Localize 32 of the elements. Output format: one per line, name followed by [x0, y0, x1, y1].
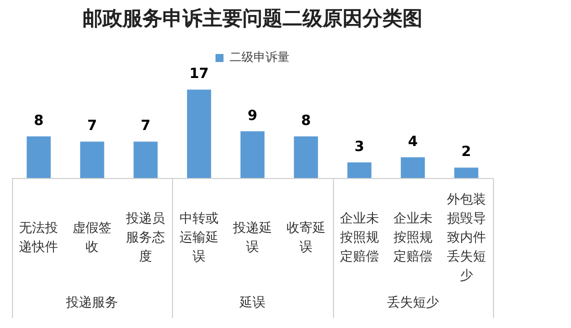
data-label: 7 — [87, 118, 98, 134]
data-label: 9 — [248, 108, 258, 124]
data-label: 17 — [189, 66, 209, 82]
bar — [400, 157, 425, 178]
x-tick-label: 外包装损毁导致内件丢失短少 — [446, 192, 486, 284]
bar — [80, 142, 104, 178]
bar — [347, 162, 372, 178]
x-tick-label: 收寄延误 — [286, 220, 326, 255]
data-label: 7 — [140, 118, 150, 134]
text: 延误 — [238, 295, 266, 310]
x-tick-label: 投递员服务态度 — [125, 211, 166, 264]
bar — [187, 90, 212, 178]
data-label: 8 — [301, 113, 311, 130]
data-label: 2 — [461, 144, 472, 160]
bar — [134, 142, 158, 178]
bar — [26, 136, 51, 178]
x-tick-label: 企业未按照规定赔偿 — [393, 211, 432, 264]
chart-title: 邮政服务申诉主要问题二级原因分类图 — [82, 6, 422, 30]
x-tick-label: 无法投递快件 — [19, 220, 58, 255]
x-tick-label: 虚假签收 — [72, 220, 112, 255]
text: 丢失短少 — [386, 295, 439, 310]
bar — [454, 168, 478, 178]
data-label: 8 — [34, 113, 44, 130]
bar — [294, 136, 318, 178]
x-tick-label: 投递延误 — [232, 220, 272, 255]
x-tick-label: 中转或运输延误 — [180, 211, 219, 264]
text: 投递服务 — [65, 295, 118, 310]
legend-label: 二级申诉量 — [230, 50, 290, 64]
x-tick-label: 企业未按照规定赔偿 — [340, 211, 379, 264]
data-label: 3 — [354, 139, 364, 156]
bar — [240, 131, 265, 178]
data-label: 4 — [408, 134, 418, 150]
